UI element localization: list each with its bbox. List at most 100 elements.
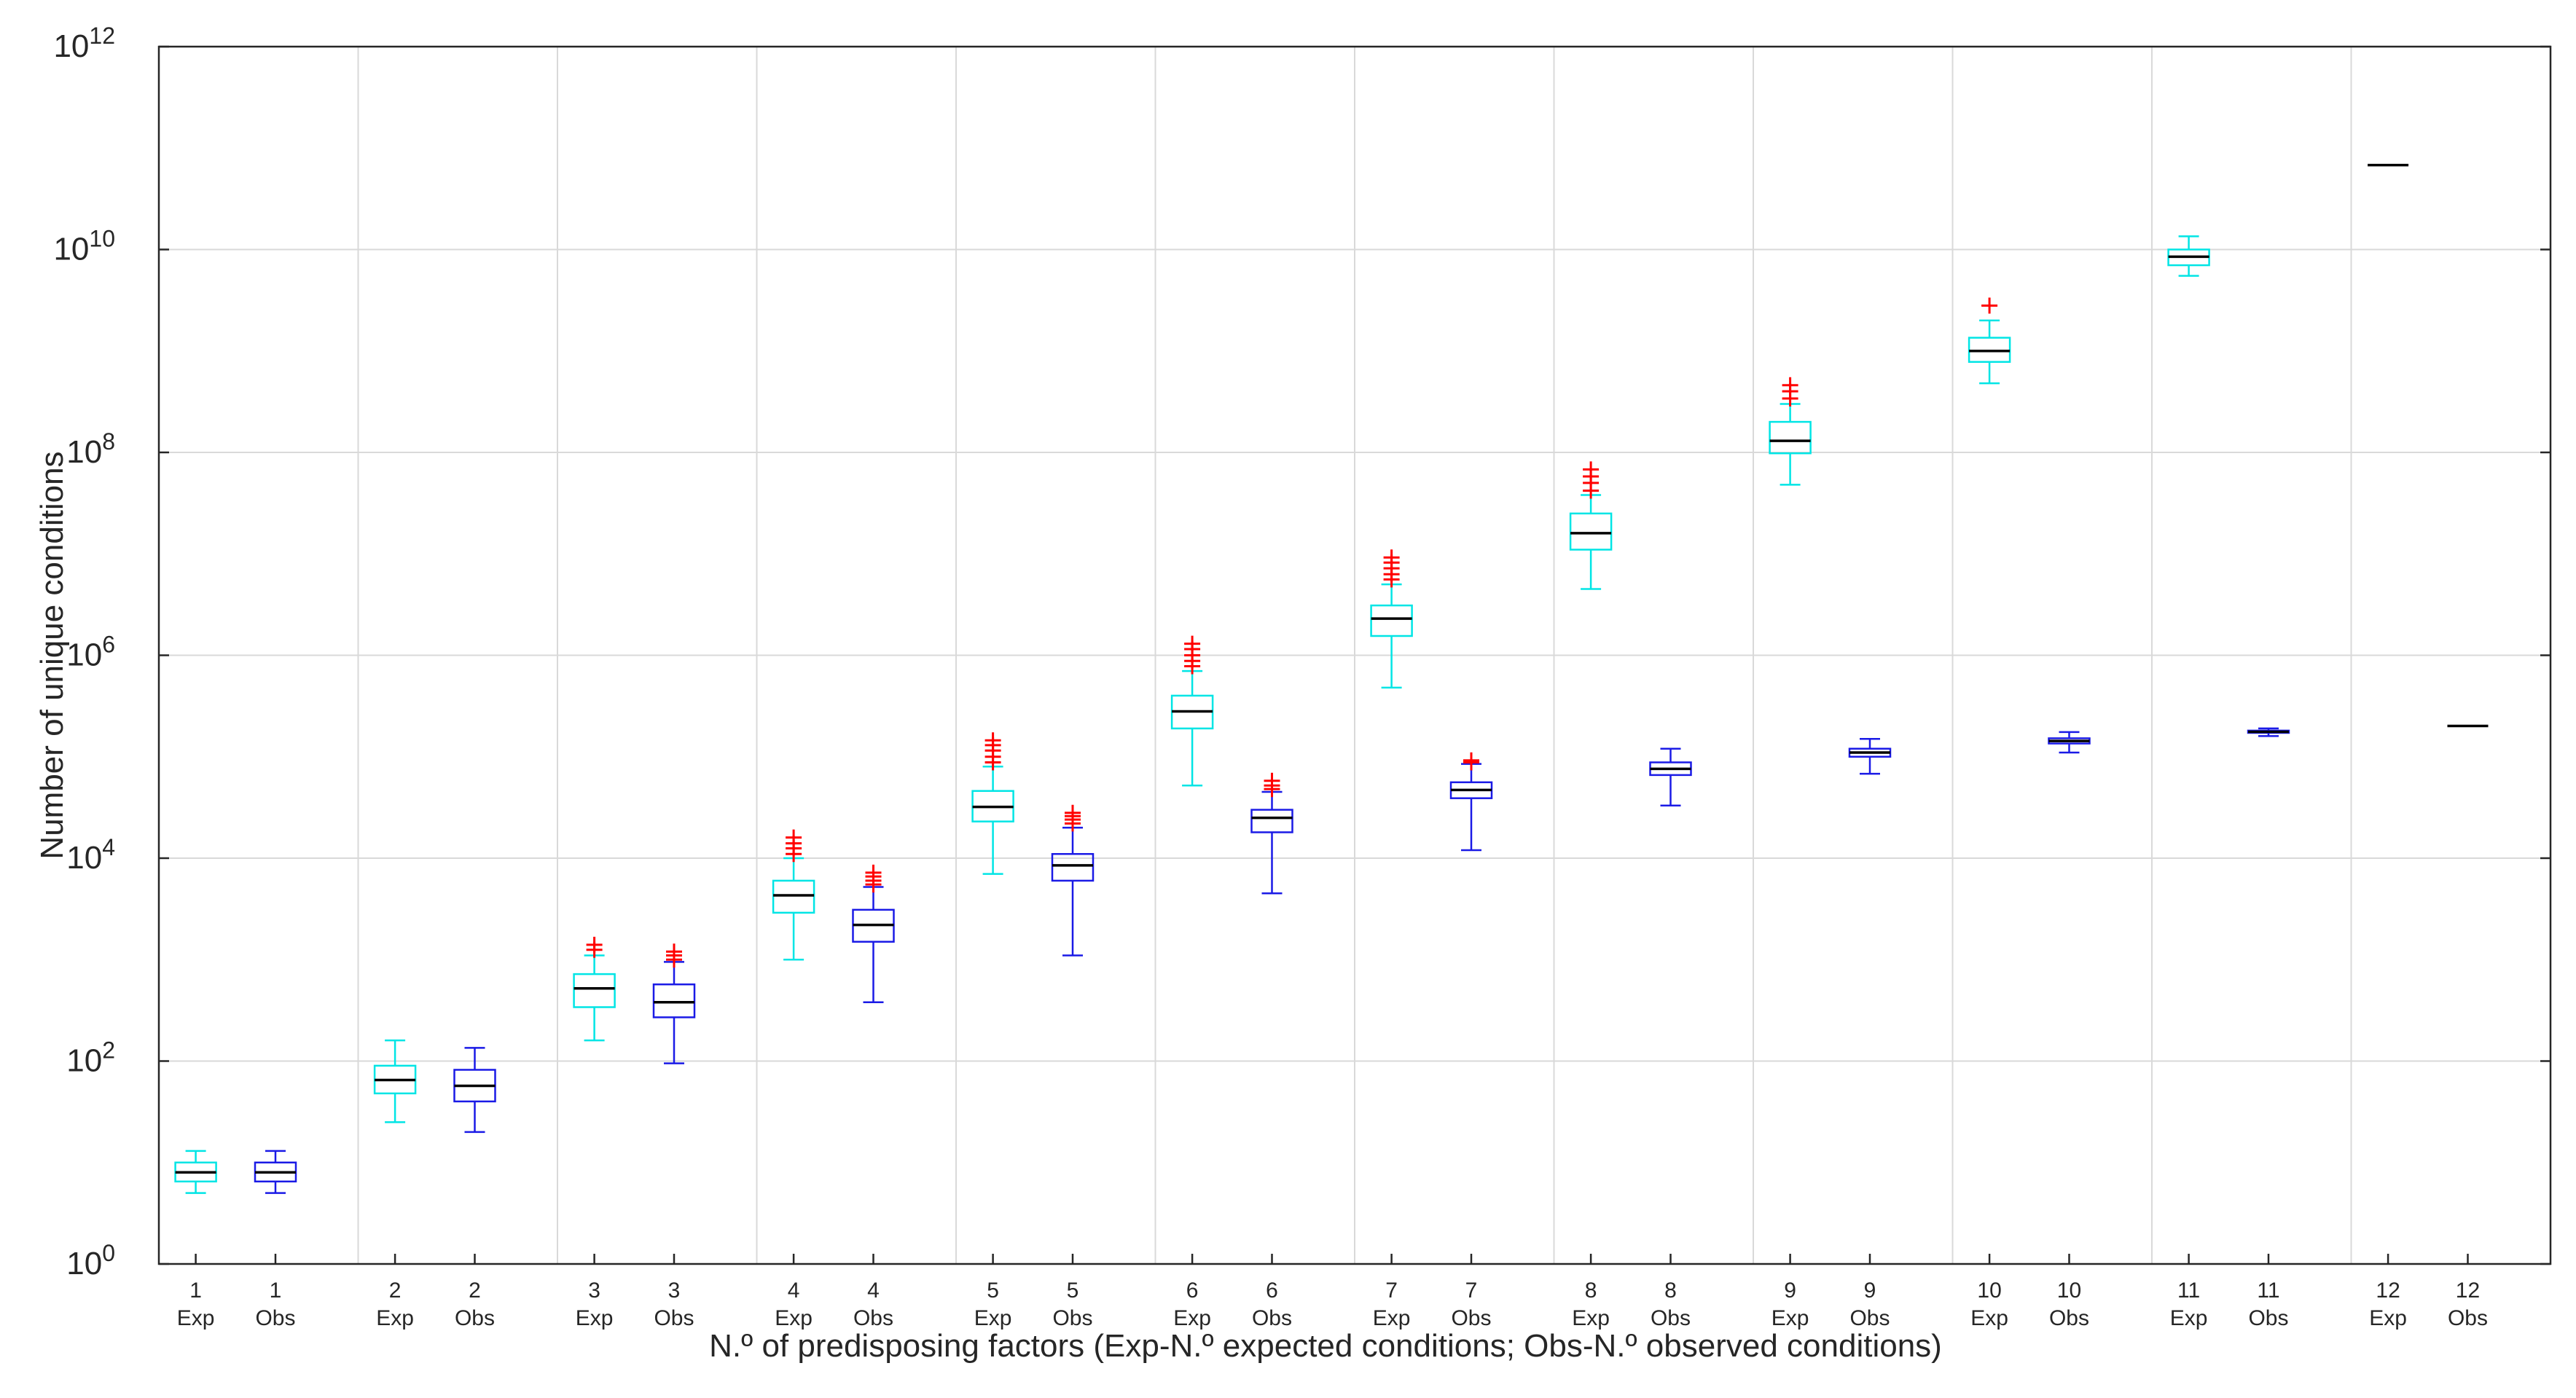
interquartile-box [1769,420,1812,455]
y-tick-label: 106 [66,632,115,673]
box-expected-factor-1 [174,1150,217,1194]
x-tick-label-type: Obs [1849,1306,1890,1330]
outlier-marker [1463,752,1479,769]
outlier-marker [984,732,1001,749]
x-tick-label-factor: 10 [2057,1279,2081,1303]
x-tick-label-type: Exp [177,1306,215,1330]
outlier-marker [1065,804,1081,821]
x-tick-label-factor: 1 [189,1279,202,1303]
x-tick-label-factor: 5 [1067,1279,1079,1303]
box-observed-factor-9 [1848,737,1892,775]
box-observed-factor-10 [2048,731,2091,754]
interquartile-box [1370,604,1413,637]
y-axis-title: Number of unique conditions [34,451,70,859]
outlier-marker [1184,635,1201,652]
outlier-marker [1981,297,1998,314]
x-tick-label-type: Exp [775,1306,813,1330]
x-tick-label-type: Exp [2170,1306,2208,1330]
x-tick-label-type: Exp [1173,1306,1211,1330]
x-tick-label-factor: 10 [1977,1279,2001,1303]
box-expected-factor-6 [1170,635,1214,787]
box-expected-factor-2 [373,1039,417,1123]
box-observed-factor-5 [1051,804,1095,957]
x-tick-label-type: Exp [1572,1306,1610,1330]
x-tick-label-factor: 4 [867,1279,880,1303]
x-tick-label-factor: 6 [1266,1279,1278,1303]
box-expected-factor-10 [1968,297,2011,385]
outlier-marker [1264,772,1280,789]
outlier-marker [1583,461,1600,478]
outlier-marker [1782,377,1798,393]
box-expected-factor-7 [1370,549,1413,689]
outlier-marker [1383,549,1400,566]
x-tick-label-factor: 9 [1784,1279,1796,1303]
box-expected-factor-3 [573,936,616,1042]
x-tick-label-type: Obs [654,1306,694,1330]
box-expected-factor-11 [2167,235,2210,277]
interquartile-box [772,879,815,914]
x-tick-label-factor: 3 [588,1279,600,1303]
x-tick-label-factor: 7 [1465,1279,1478,1303]
outlier-marker [865,864,882,881]
x-tick-label-type: Obs [1252,1306,1292,1330]
x-tick-label-factor: 9 [1864,1279,1876,1303]
x-tick-label-type: Obs [1451,1306,1491,1330]
outlier-marker [586,936,603,953]
box-observed-factor-4 [852,864,895,1004]
box-observed-factor-8 [1649,747,1692,807]
box-observed-factor-1 [254,1150,297,1194]
x-tick-label-type: Exp [376,1306,414,1330]
box-observed-factor-3 [652,943,696,1064]
y-tick-label: 102 [66,1037,115,1079]
interquartile-box [1569,512,1613,551]
x-tick-label-factor: 2 [469,1279,481,1303]
x-tick-label-factor: 6 [1186,1279,1199,1303]
x-tick-label-factor: 5 [987,1279,999,1303]
x-tick-label-factor: 2 [389,1279,402,1303]
y-tick-label: 108 [66,428,115,470]
x-tick-label-type: Obs [2049,1306,2089,1330]
x-tick-label-factor: 4 [788,1279,800,1303]
interquartile-box [652,983,696,1018]
x-tick-label-type: Obs [853,1306,893,1330]
x-tick-label-type: Exp [576,1306,614,1330]
x-tick-label-factor: 11 [2257,1279,2279,1303]
x-axis-title: N.º of predisposing factors (Exp-N.º exp… [709,1328,1942,1364]
x-tick-label-type: Obs [2448,1306,2488,1330]
box-observed-factor-6 [1250,772,1293,895]
grid-layer [159,47,2550,1264]
x-tick-label-type: Obs [255,1306,295,1330]
x-tick-label-type: Exp [1373,1306,1411,1330]
outlier-marker [665,943,682,960]
interquartile-box [1051,852,1095,882]
x-tick-label-type: Obs [1651,1306,1691,1330]
x-tick-label-factor: 1 [270,1279,282,1303]
box-expected-factor-9 [1769,377,1812,486]
x-tick-label-type: Exp [1772,1306,1809,1330]
box-observed-factor-11 [2247,727,2290,737]
box-expected-factor-8 [1569,461,1613,590]
x-tick-label-factor: 7 [1385,1279,1398,1303]
x-tick-label-type: Obs [1052,1306,1092,1330]
x-tick-label-factor: 8 [1664,1279,1677,1303]
x-tick-label-type: Obs [455,1306,495,1330]
box-observed-factor-2 [453,1047,496,1134]
x-tick-label-type: Exp [974,1306,1012,1330]
interquartile-box [1250,809,1293,833]
outlier-marker [786,829,802,846]
y-tick-label: 1012 [53,23,115,64]
x-tick-label-type: Obs [2248,1306,2288,1330]
interquartile-box [573,973,616,1008]
x-tick-label-factor: 8 [1585,1279,1597,1303]
x-tick-label-type: Exp [2369,1306,2407,1330]
y-tick-label: 100 [66,1240,115,1281]
box-expected-factor-5 [971,732,1014,875]
x-tick-label-factor: 12 [2456,1279,2480,1303]
y-tick-label: 104 [66,834,115,876]
y-tick-label: 1010 [53,226,115,267]
x-tick-label-type: Exp [1970,1306,2008,1330]
x-tick-label-factor: 11 [2177,1279,2200,1303]
box-observed-factor-7 [1449,752,1493,852]
